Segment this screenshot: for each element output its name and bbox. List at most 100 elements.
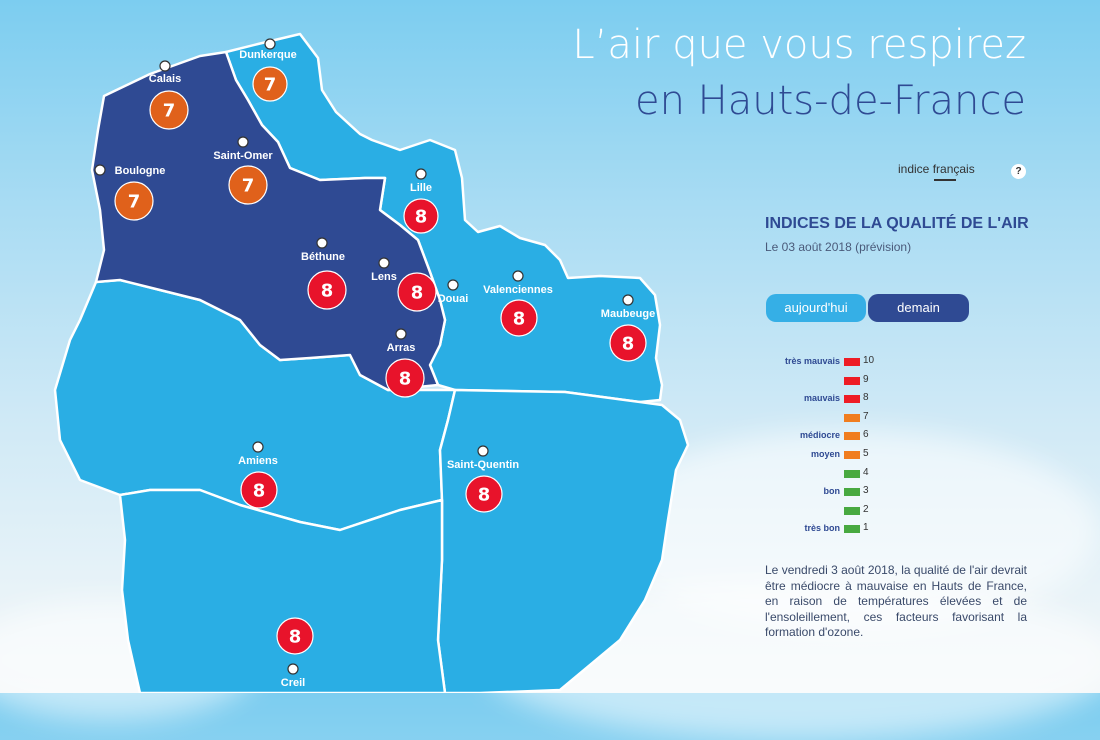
index-badge-circle	[252, 66, 288, 102]
city-label-dunkerque: Dunkerque	[239, 49, 296, 61]
city-dot-lille[interactable]	[415, 168, 427, 180]
tab-today[interactable]: aujourd'hui	[766, 294, 866, 322]
city-dot-valenciennes[interactable]	[512, 270, 524, 282]
index-badge-value: 8	[411, 283, 424, 304]
legend-value: 8	[863, 392, 869, 404]
city-dot-boulogne[interactable]	[94, 164, 106, 176]
index-badge-circle	[149, 90, 189, 130]
city-dot-dunkerque[interactable]	[264, 38, 276, 50]
index-badge-saint-omer[interactable]: 7	[228, 165, 268, 205]
legend-value: 3	[863, 485, 869, 497]
help-icon[interactable]: ?	[1011, 164, 1026, 179]
legend-value: 5	[863, 447, 869, 459]
city-dot-douai[interactable]	[447, 279, 459, 291]
city-label-bethune: Béthune	[301, 251, 345, 263]
legend-label: mauvais	[803, 393, 840, 404]
legend-swatch	[844, 376, 860, 385]
city-dot-lens[interactable]	[378, 257, 390, 269]
index-badge-value: 7	[242, 176, 255, 197]
city-markers: Dunkerque Calais Boulogne Saint-Omer Lille Bé…	[94, 38, 655, 689]
city-dot-calais[interactable]	[159, 60, 171, 72]
forecast-description: Le vendredi 3 août 2018, la qualité de l…	[765, 563, 1027, 639]
legend-value: 10	[863, 355, 875, 366]
index-badge-circle	[403, 198, 439, 234]
legend-value: 9	[863, 373, 869, 385]
air-quality-legend: très mauvais 10 9 mauvais 8 7 médiocre 6 moyen 5 4…	[760, 355, 880, 541]
index-badge-circle	[465, 475, 503, 513]
legend-row: mauvais 8	[760, 392, 880, 411]
legend-swatch	[844, 506, 860, 515]
index-badge-circle	[114, 181, 154, 221]
index-badge-lille[interactable]: 8	[403, 198, 439, 234]
city-label-creil: Creil	[281, 677, 305, 689]
index-badge-maubeuge[interactable]: 8	[609, 324, 647, 362]
legend-row: très bon 1	[760, 522, 880, 541]
legend-swatch	[844, 395, 860, 404]
day-tabs: aujourd'hui demain	[766, 294, 969, 322]
city-dot-creil[interactable]	[287, 663, 299, 675]
index-badge-circle	[397, 272, 437, 312]
index-badge-bethune[interactable]: 8	[307, 270, 347, 310]
indice-francais-toggle[interactable]: indice français	[898, 162, 975, 181]
index-badge-creil[interactable]: 8	[276, 617, 314, 655]
index-badge-circle	[609, 324, 647, 362]
index-badge-circle	[276, 617, 314, 655]
legend-row: 9	[760, 374, 880, 393]
legend-row: 7	[760, 411, 880, 430]
index-badge-value: 8	[321, 281, 334, 302]
page-title-line2: en Hauts-de-France	[634, 78, 1026, 124]
city-dot-arras[interactable]	[395, 328, 407, 340]
legend-label: médiocre	[799, 430, 840, 441]
index-badge-calais[interactable]: 7	[149, 90, 189, 130]
index-badge-arras[interactable]: 8	[385, 358, 425, 398]
forecast-date: Le 03 août 2018 (prévision)	[765, 240, 912, 254]
legend-value: 2	[863, 503, 869, 515]
index-badge-valenciennes[interactable]: 8	[500, 299, 538, 337]
index-badge-circle	[500, 299, 538, 337]
legend-row: moyen 5	[760, 448, 880, 467]
legend-label: moyen	[810, 448, 840, 459]
city-label-calais: Calais	[149, 73, 181, 85]
indice-toggle-underline	[934, 179, 956, 181]
tab-tomorrow[interactable]: demain	[868, 294, 969, 322]
city-dot-bethune[interactable]	[316, 237, 328, 249]
region-map: Dunkerque Calais Boulogne Saint-Omer Lille Bé…	[53, 32, 690, 693]
index-badge-value: 7	[163, 101, 176, 122]
legend-label: très bon	[804, 523, 840, 534]
city-dot-saint-quentin[interactable]	[477, 445, 489, 457]
city-label-lens: Lens	[371, 271, 397, 283]
index-badge-value: 8	[289, 627, 302, 648]
index-badge-value: 8	[478, 485, 491, 506]
legend-row: très mauvais 10	[760, 355, 880, 374]
section-title: INDICES DE LA QUALITÉ DE L'AIR	[765, 215, 1029, 232]
page-title-line1: L’air que vous respirez	[572, 22, 1026, 68]
city-label-arras: Arras	[387, 342, 416, 354]
index-badge-saint-quentin[interactable]: 8	[465, 475, 503, 513]
legend-swatch	[844, 469, 860, 478]
index-badge-lens-douai[interactable]: 8	[397, 272, 437, 312]
indice-toggle-label: indice français	[898, 162, 975, 176]
legend-row: 4	[760, 467, 880, 486]
legend-swatch	[844, 432, 860, 441]
legend-row: médiocre 6	[760, 429, 880, 448]
index-badge-dunkerque[interactable]: 7	[252, 66, 288, 102]
city-dot-amiens[interactable]	[252, 441, 264, 453]
index-badge-boulogne[interactable]: 7	[114, 181, 154, 221]
city-label-douai: Douai	[438, 293, 469, 305]
city-dot-saint-omer[interactable]	[237, 136, 249, 148]
index-badge-value: 7	[128, 192, 141, 213]
map-region-oise[interactable]	[118, 488, 447, 693]
legend-value: 6	[863, 429, 869, 441]
index-badge-value: 8	[253, 481, 266, 502]
index-badge-amiens[interactable]: 8	[240, 471, 278, 509]
index-badge-circle	[385, 358, 425, 398]
legend-row: 2	[760, 504, 880, 523]
map-region-aisne[interactable]	[436, 388, 690, 693]
legend-label: bon	[823, 486, 841, 497]
legend-value: 1	[863, 522, 869, 534]
map-region-pas-de-calais[interactable]	[90, 50, 447, 392]
city-dot-maubeuge[interactable]	[622, 294, 634, 306]
legend-swatch	[844, 358, 860, 366]
index-badge-value: 8	[415, 207, 428, 228]
city-label-valenciennes: Valenciennes	[483, 284, 553, 296]
